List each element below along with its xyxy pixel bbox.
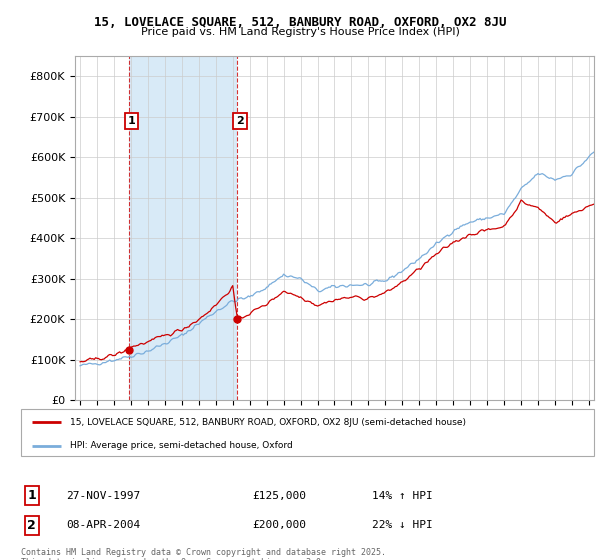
Text: 15, LOVELACE SQUARE, 512, BANBURY ROAD, OXFORD, OX2 8JU: 15, LOVELACE SQUARE, 512, BANBURY ROAD, … (94, 16, 506, 29)
Text: 08-APR-2004: 08-APR-2004 (66, 520, 140, 530)
Text: 27-NOV-1997: 27-NOV-1997 (66, 491, 140, 501)
Text: 14% ↑ HPI: 14% ↑ HPI (372, 491, 433, 501)
Text: £125,000: £125,000 (252, 491, 306, 501)
Bar (129, 56, 238, 400)
Text: HPI: Average price, semi-detached house, Oxford: HPI: Average price, semi-detached house,… (70, 441, 292, 450)
Text: 22% ↓ HPI: 22% ↓ HPI (372, 520, 433, 530)
Text: Contains HM Land Registry data © Crown copyright and database right 2025.
This d: Contains HM Land Registry data © Crown c… (21, 548, 386, 560)
Text: 1: 1 (28, 489, 36, 502)
Text: 1: 1 (128, 116, 136, 126)
Text: 15, LOVELACE SQUARE, 512, BANBURY ROAD, OXFORD, OX2 8JU (semi-detached house): 15, LOVELACE SQUARE, 512, BANBURY ROAD, … (70, 418, 466, 427)
Text: £200,000: £200,000 (252, 520, 306, 530)
Text: Price paid vs. HM Land Registry's House Price Index (HPI): Price paid vs. HM Land Registry's House … (140, 27, 460, 37)
Text: 2: 2 (28, 519, 36, 532)
Text: 2: 2 (236, 116, 244, 126)
